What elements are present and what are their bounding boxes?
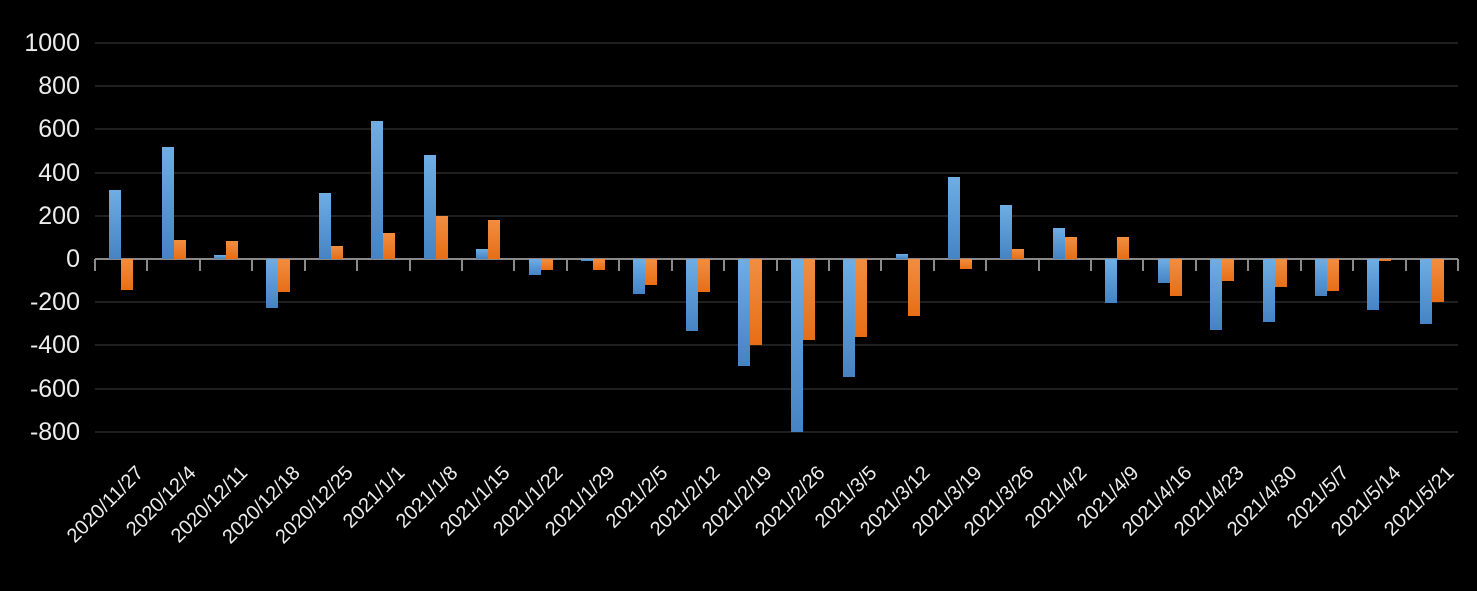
y-axis-tick-label: 800	[38, 72, 80, 101]
bar-orange-2021/5/21	[1431, 259, 1444, 303]
gridline--600	[95, 387, 1458, 390]
x-axis-tick-mark	[303, 259, 306, 271]
bar-orange-2021/3/5	[855, 259, 868, 337]
y-axis-tick-label: 1000	[24, 29, 80, 57]
bar-orange-2020/11/27	[121, 259, 134, 291]
bar-blue-2021/5/14	[1367, 259, 1380, 310]
x-axis-tick-mark	[1404, 259, 1407, 271]
x-axis-tick-mark	[356, 259, 359, 271]
bar-blue-2021/4/9	[1105, 259, 1118, 304]
bar-blue-2020/11/27	[109, 189, 122, 259]
y-axis-tick-label: 600	[38, 115, 80, 144]
bar-orange-2021/1/29	[593, 259, 606, 270]
x-axis-tick-mark	[618, 259, 621, 271]
bar-orange-2021/4/2	[1064, 237, 1077, 259]
bar-blue-2021/1/8	[423, 155, 436, 259]
bar-orange-2021/2/19	[750, 259, 763, 346]
gridline-800	[95, 85, 1458, 88]
x-axis-tick-mark	[670, 259, 673, 271]
bar-orange-2021/3/19	[959, 259, 972, 269]
bar-orange-2021/1/15	[488, 220, 501, 259]
bar-orange-2021/2/5	[645, 259, 658, 285]
x-axis-tick-mark	[513, 259, 516, 271]
gridline--800	[95, 430, 1458, 433]
y-axis-tick-label: 400	[38, 158, 80, 187]
y-axis-tick-label: -600	[29, 374, 80, 403]
bar-orange-2021/2/26	[802, 259, 815, 340]
y-axis-tick-label: 200	[38, 201, 80, 230]
gridline-1000	[95, 42, 1458, 44]
bar-blue-2020/12/18	[266, 259, 279, 308]
bar-blue-2021/1/29	[581, 259, 594, 261]
x-axis-tick-mark	[1194, 259, 1197, 271]
bar-blue-2020/12/4	[161, 146, 174, 259]
gridline-600	[95, 128, 1458, 131]
bar-blue-2021/4/2	[1052, 227, 1065, 259]
bar-blue-2021/1/1	[371, 120, 384, 259]
bar-orange-2021/1/8	[435, 215, 448, 259]
bar-blue-2021/2/12	[685, 259, 698, 332]
bar-blue-2021/1/15	[476, 249, 489, 259]
gridline-200	[95, 214, 1458, 217]
bar-blue-2021/2/19	[738, 259, 751, 366]
x-axis-tick-mark	[1457, 259, 1459, 271]
bar-orange-2021/5/14	[1379, 259, 1392, 262]
x-axis-tick-mark	[146, 259, 149, 271]
gridline--400	[95, 344, 1458, 347]
bar-blue-2021/3/26	[1000, 205, 1013, 259]
bar-orange-2021/3/26	[1012, 248, 1025, 259]
bar-blue-2021/4/23	[1210, 259, 1223, 331]
x-axis-tick-mark	[198, 259, 201, 271]
bar-blue-2020/12/11	[214, 254, 227, 259]
x-axis-tick-mark	[251, 259, 254, 271]
x-axis-tick-mark	[1090, 259, 1093, 271]
bar-blue-2021/3/5	[843, 259, 856, 377]
gridline-400	[95, 171, 1458, 174]
bar-blue-2021/5/7	[1314, 259, 1327, 296]
bar-blue-2021/3/19	[947, 176, 960, 259]
x-axis-tick-mark	[408, 259, 411, 271]
bar-orange-2021/3/12	[907, 259, 920, 317]
x-axis-tick-mark	[1247, 259, 1250, 271]
bar-orange-2020/12/18	[278, 259, 291, 293]
bar-blue-2021/4/16	[1157, 259, 1170, 283]
bar-orange-2021/4/16	[1169, 259, 1182, 296]
bar-orange-2020/12/4	[173, 239, 186, 259]
x-axis-tick-mark	[985, 259, 988, 271]
bar-orange-2021/5/7	[1326, 259, 1339, 292]
bar-orange-2021/1/1	[383, 233, 396, 259]
x-axis-tick-mark	[932, 259, 935, 271]
x-axis-tick-mark	[723, 259, 726, 271]
bar-blue-2021/5/21	[1419, 259, 1432, 324]
x-axis-tick-mark	[880, 259, 883, 271]
x-axis-tick-mark	[827, 259, 830, 271]
bar-orange-2020/12/11	[226, 240, 239, 259]
x-axis-tick-mark	[460, 259, 463, 271]
bar-orange-2020/12/25	[330, 246, 343, 259]
bar-blue-2021/2/5	[633, 259, 646, 294]
x-axis-tick-mark	[1037, 259, 1040, 271]
x-axis-tick-mark	[775, 259, 778, 271]
bar-blue-2021/1/22	[528, 259, 541, 276]
x-axis-tick-mark	[565, 259, 568, 271]
x-axis-tick-mark	[94, 259, 96, 271]
bar-orange-2021/4/9	[1117, 237, 1130, 259]
y-axis-tick-label: 0	[66, 245, 80, 273]
bar-blue-2021/3/12	[895, 253, 908, 259]
bar-blue-2021/2/26	[790, 259, 803, 432]
x-axis-tick-mark	[1142, 259, 1145, 271]
y-axis-tick-label: -400	[29, 331, 80, 360]
bar-orange-2021/4/30	[1274, 259, 1287, 288]
x-axis-tick-mark	[1299, 259, 1302, 271]
y-axis-tick-label: -200	[29, 288, 80, 317]
bar-orange-2021/4/23	[1222, 259, 1235, 281]
gridline--200	[95, 301, 1458, 304]
y-axis-tick-label: -800	[29, 417, 80, 446]
bar-blue-2020/12/25	[318, 193, 331, 259]
bar-blue-2021/4/30	[1262, 259, 1275, 322]
x-axis-tick-mark	[1352, 259, 1355, 271]
bar-orange-2021/2/12	[697, 259, 710, 293]
bar-orange-2021/1/22	[540, 259, 553, 270]
